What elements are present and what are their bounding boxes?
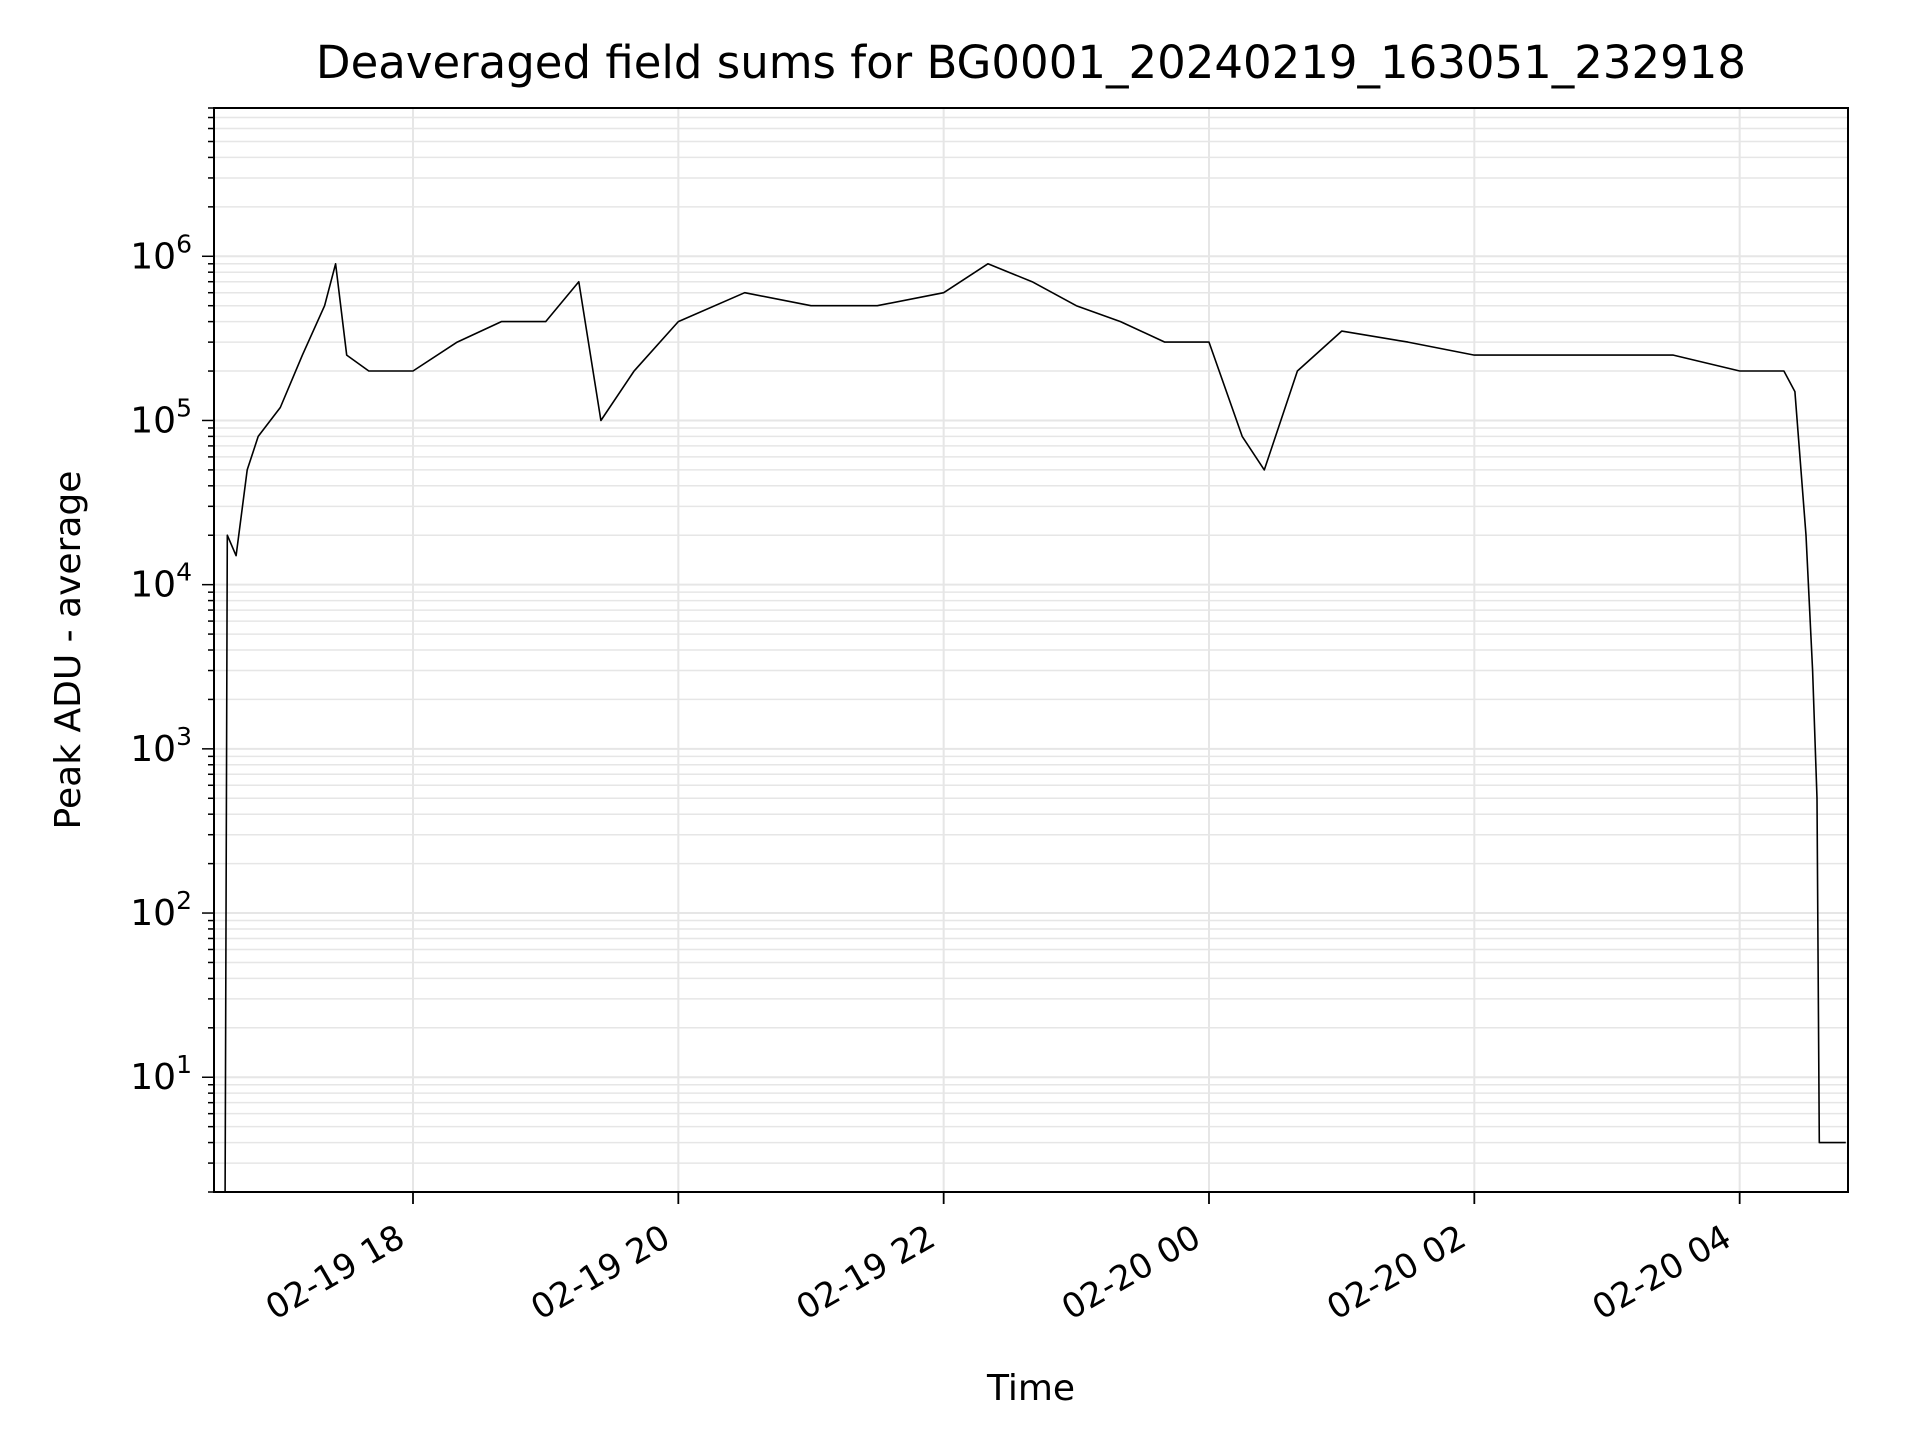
y-tick-label: 103 [130, 722, 192, 770]
y-tick-label: 105 [130, 393, 192, 441]
chart-title: Deaveraged field sums for BG0001_2024021… [316, 36, 1746, 89]
y-tick-label: 106 [130, 229, 192, 277]
y-tick-label: 101 [130, 1050, 192, 1098]
series-layer [224, 263, 1846, 1193]
labels: Deaveraged field sums for BG0001_2024021… [48, 36, 1746, 1409]
x-axis-label: Time [986, 1368, 1075, 1409]
y-tick-label: 102 [130, 886, 192, 934]
y-axis-label: Peak ADU - average [48, 471, 89, 830]
plot-frame [213, 107, 1849, 1193]
y-tick-label: 104 [130, 558, 192, 606]
data-series-line [224, 263, 1846, 1193]
